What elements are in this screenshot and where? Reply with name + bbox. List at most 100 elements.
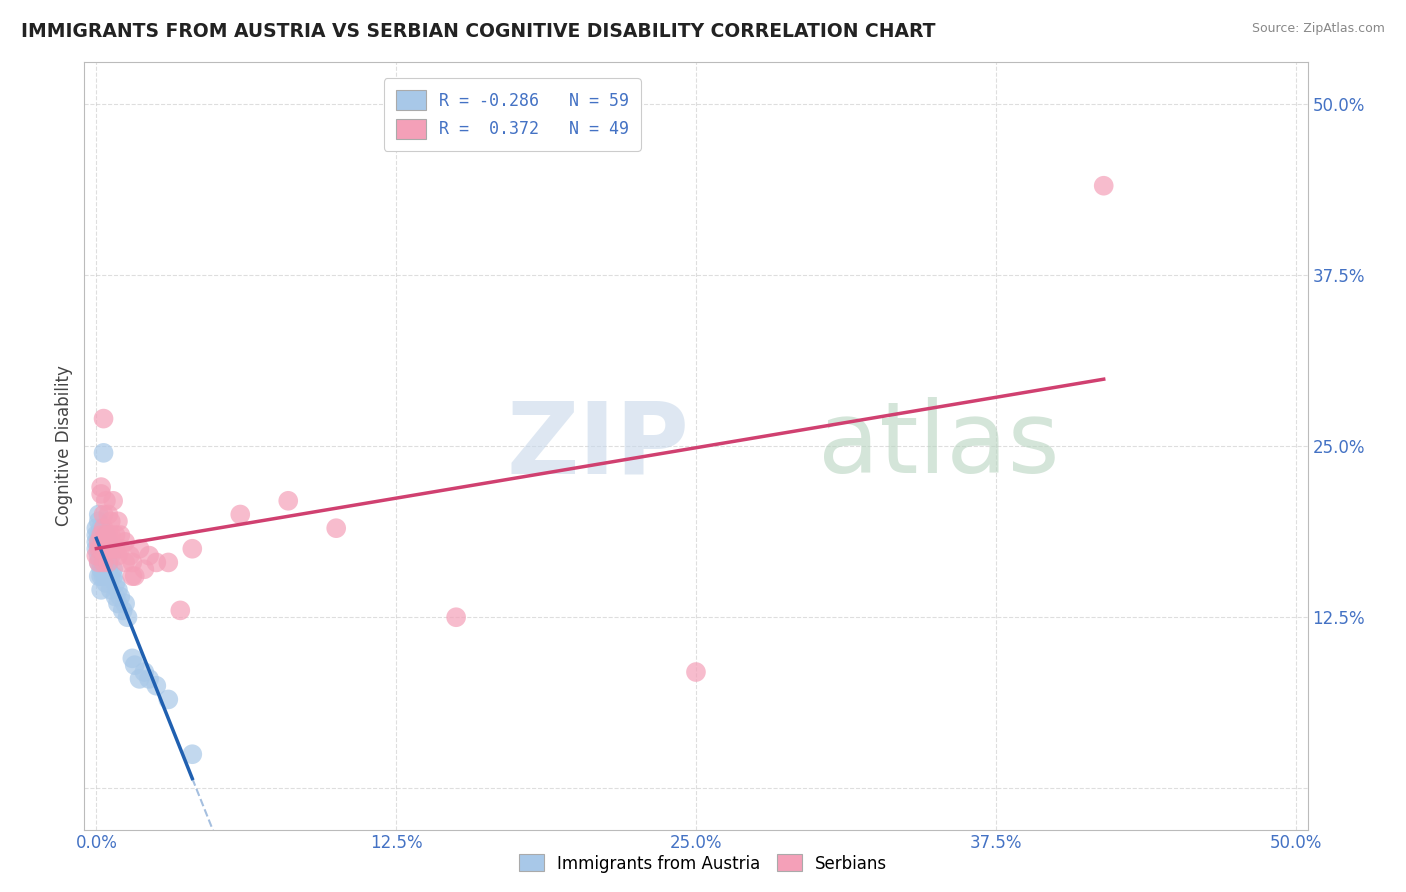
- Point: [104, 590, 127, 604]
- Point: [90, 535, 112, 549]
- Point: [138, 672, 160, 686]
- Point: [124, 569, 146, 583]
- Point: [107, 549, 129, 563]
- Point: [110, 541, 132, 556]
- Point: [90, 521, 112, 535]
- Point: [157, 556, 180, 570]
- Point: [87, 528, 110, 542]
- Point: [94, 562, 117, 576]
- Point: [93, 521, 115, 535]
- Y-axis label: Cognitive Disability: Cognitive Disability: [55, 366, 73, 526]
- Point: [169, 603, 191, 617]
- Point: [101, 562, 124, 576]
- Point: [86, 528, 108, 542]
- Point: [90, 556, 112, 570]
- Point: [86, 541, 108, 556]
- Point: [97, 541, 120, 556]
- Point: [97, 541, 120, 556]
- Point: [138, 549, 160, 563]
- Point: [90, 569, 112, 583]
- Point: [325, 521, 347, 535]
- Text: ZIP: ZIP: [506, 398, 689, 494]
- Point: [93, 556, 115, 570]
- Point: [87, 535, 110, 549]
- Text: IMMIGRANTS FROM AUSTRIA VS SERBIAN COGNITIVE DISABILITY CORRELATION CHART: IMMIGRANTS FROM AUSTRIA VS SERBIAN COGNI…: [21, 22, 935, 41]
- Point: [134, 665, 156, 679]
- Point: [101, 569, 124, 583]
- Point: [90, 582, 112, 597]
- Point: [87, 556, 110, 570]
- Point: [97, 562, 120, 576]
- Point: [97, 556, 120, 570]
- Point: [117, 610, 139, 624]
- Point: [87, 535, 110, 549]
- Legend: R = -0.286   N = 59, R =  0.372   N = 49: R = -0.286 N = 59, R = 0.372 N = 49: [384, 78, 641, 151]
- Point: [110, 528, 132, 542]
- Point: [94, 569, 117, 583]
- Point: [94, 528, 117, 542]
- Point: [97, 535, 120, 549]
- Point: [86, 549, 108, 563]
- Text: atlas: atlas: [818, 398, 1060, 494]
- Point: [87, 508, 110, 522]
- Point: [93, 535, 115, 549]
- Point: [97, 508, 120, 522]
- Point: [90, 541, 112, 556]
- Point: [93, 508, 115, 522]
- Point: [277, 493, 299, 508]
- Point: [97, 556, 120, 570]
- Point: [90, 549, 112, 563]
- Point: [121, 651, 143, 665]
- Point: [110, 590, 132, 604]
- Point: [93, 556, 115, 570]
- Point: [100, 582, 122, 597]
- Point: [101, 493, 124, 508]
- Point: [86, 521, 108, 535]
- Point: [90, 562, 112, 576]
- Point: [93, 446, 115, 460]
- Point: [181, 747, 204, 762]
- Point: [90, 528, 112, 542]
- Point: [94, 556, 117, 570]
- Point: [101, 541, 124, 556]
- Point: [145, 679, 167, 693]
- Point: [87, 556, 110, 570]
- Point: [157, 692, 180, 706]
- Point: [90, 487, 112, 501]
- Point: [93, 569, 115, 583]
- Point: [87, 549, 110, 563]
- Point: [97, 569, 120, 583]
- Point: [229, 508, 252, 522]
- Point: [90, 541, 112, 556]
- Point: [87, 541, 110, 556]
- Point: [181, 541, 204, 556]
- Point: [97, 528, 120, 542]
- Point: [94, 541, 117, 556]
- Point: [121, 556, 143, 570]
- Point: [94, 549, 117, 563]
- Point: [104, 528, 127, 542]
- Point: [90, 480, 112, 494]
- Point: [128, 672, 150, 686]
- Legend: Immigrants from Austria, Serbians: Immigrants from Austria, Serbians: [512, 847, 894, 880]
- Point: [128, 541, 150, 556]
- Point: [94, 541, 117, 556]
- Point: [444, 610, 467, 624]
- Point: [87, 541, 110, 556]
- Point: [93, 535, 115, 549]
- Point: [118, 549, 141, 563]
- Point: [114, 556, 136, 570]
- Point: [100, 514, 122, 528]
- Point: [93, 562, 115, 576]
- Point: [134, 562, 156, 576]
- Text: Source: ZipAtlas.com: Source: ZipAtlas.com: [1251, 22, 1385, 36]
- Point: [107, 597, 129, 611]
- Point: [94, 493, 117, 508]
- Point: [94, 528, 117, 542]
- Point: [121, 569, 143, 583]
- Point: [87, 514, 110, 528]
- Point: [145, 556, 167, 570]
- Point: [104, 541, 127, 556]
- Point: [100, 528, 122, 542]
- Point: [1092, 178, 1115, 193]
